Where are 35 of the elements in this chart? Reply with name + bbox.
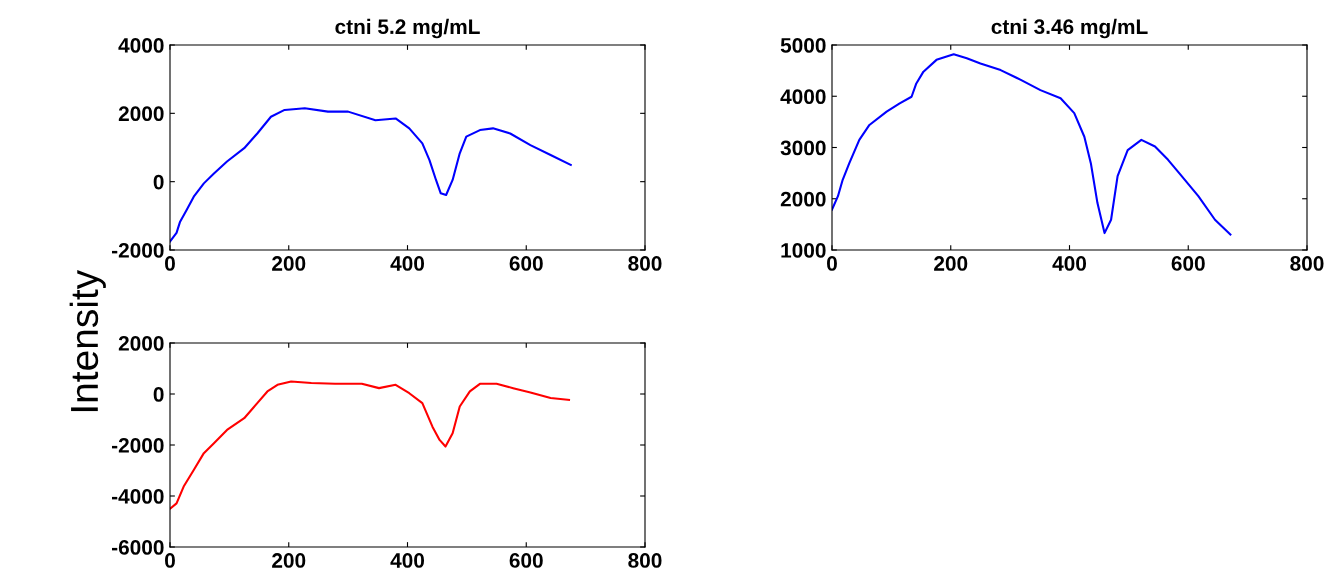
y-tick-label: 3000 (780, 140, 826, 156)
x-tick-label: 0 (827, 256, 837, 271)
y-tick-label: -2000 (111, 438, 164, 453)
y-tick-label: 1000 (781, 243, 826, 258)
y-tick-label: 2000 (118, 336, 164, 351)
y-tick-label: 2000 (780, 191, 826, 207)
y-tick-label: -4000 (111, 489, 164, 504)
y-tick-label: 2000 (118, 106, 164, 122)
line-series (170, 380, 571, 510)
chart-title: ctni 3.46 mg/mL (991, 18, 1148, 39)
x-tick-label: 200 (272, 256, 306, 271)
x-tick-label: 200 (272, 553, 306, 568)
x-tick-label: 600 (509, 256, 543, 271)
y-tick-label: 0 (153, 174, 164, 190)
y-tick-label: -2000 (111, 243, 164, 258)
x-tick-label: 200 (934, 256, 968, 271)
x-tick-label: 400 (1052, 256, 1087, 271)
x-tick-label: 600 (509, 553, 543, 568)
y-tick-label: 0 (153, 387, 164, 402)
x-tick-label: 400 (390, 256, 425, 271)
x-tick-label: 600 (1171, 256, 1205, 271)
x-tick-label: 800 (628, 256, 662, 271)
y-tick-label: -6000 (111, 540, 164, 555)
line-series (170, 107, 572, 243)
line-series (832, 53, 1232, 236)
x-tick-label: 0 (165, 256, 175, 271)
y-tick-label: 4000 (780, 89, 826, 104)
x-tick-label: 800 (628, 553, 662, 568)
chart-title: ctni 5.2 mg/mL (335, 18, 480, 39)
x-tick-label: 800 (1290, 256, 1324, 271)
x-tick-label: 400 (390, 553, 425, 568)
y-tick-label: 4000 (118, 38, 164, 53)
y-axis-title: Intensity (69, 269, 106, 412)
x-tick-label: 0 (165, 553, 175, 568)
y-tick-label: 5000 (780, 38, 826, 53)
